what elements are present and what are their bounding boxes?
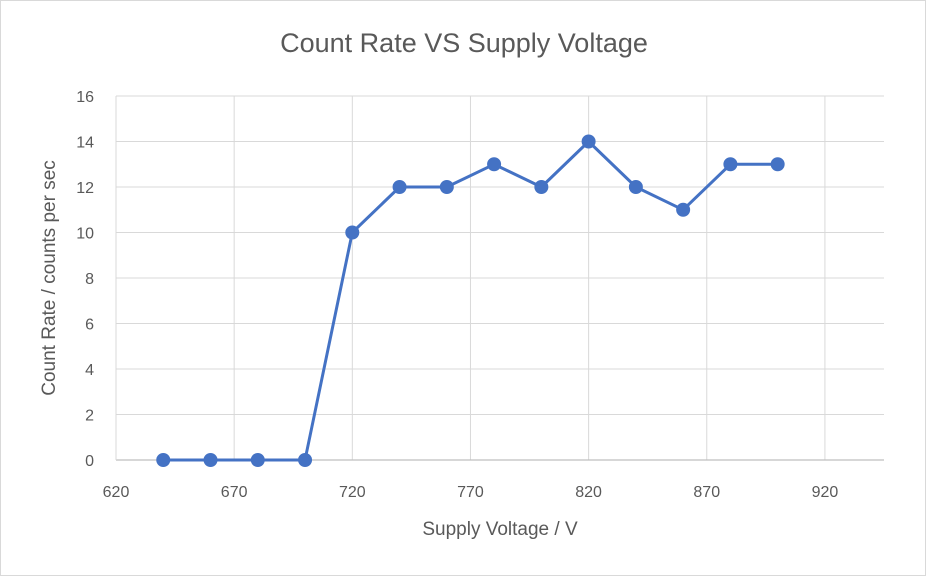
data-point: [628, 180, 643, 194]
grid: [116, 95, 884, 460]
y-tick-label: 0: [85, 453, 94, 470]
data-point: [392, 180, 407, 194]
data-point: [676, 202, 691, 217]
y-tick-label: 2: [85, 408, 94, 425]
data-point: [534, 180, 549, 194]
y-tick-label: 12: [76, 180, 94, 197]
data-point: [203, 453, 218, 467]
data-point: [487, 157, 502, 172]
data-point: [723, 157, 738, 172]
chart-title: Count Rate VS Supply Voltage: [280, 28, 648, 58]
data-point: [581, 134, 596, 149]
y-tick-label: 6: [85, 317, 94, 334]
x-tick-label: 920: [812, 484, 839, 501]
x-tick-label: 820: [575, 484, 602, 501]
data-point: [770, 157, 785, 172]
data-point: [250, 453, 265, 467]
x-axis-title: Supply Voltage / V: [422, 519, 578, 540]
x-tick-label: 770: [457, 484, 484, 501]
y-tick-label: 4: [85, 362, 94, 379]
data-point: [345, 225, 360, 240]
y-tick-label: 10: [76, 226, 94, 243]
y-axis-title: Count Rate / counts per sec: [39, 160, 60, 396]
x-tick-label: 670: [221, 484, 248, 501]
x-tick-label: 870: [693, 484, 720, 501]
x-tick-label: 620: [103, 484, 130, 501]
y-tick-label: 16: [76, 89, 94, 106]
data-point: [439, 180, 454, 194]
tick-labels: 0 2 4 6 8 10 12 14 16 620 670 720 770 820 870 920: [76, 89, 838, 501]
data-point: [298, 453, 313, 467]
data-point: [156, 453, 171, 467]
y-tick-label: 8: [85, 271, 94, 288]
series: [156, 134, 785, 467]
y-tick-label: 14: [76, 135, 94, 152]
series-line: [163, 140, 778, 462]
x-tick-label: 720: [339, 484, 366, 501]
